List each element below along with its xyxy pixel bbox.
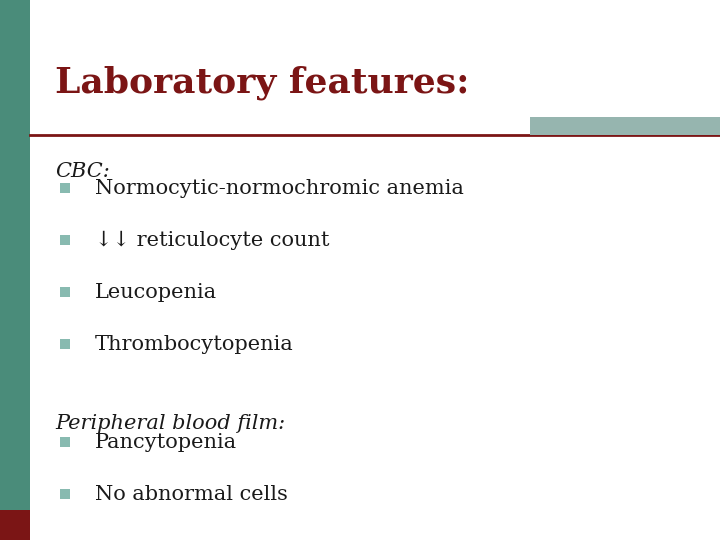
Text: Leucopenia: Leucopenia	[95, 282, 217, 301]
Bar	[60, 339, 70, 349]
Bar	[60, 489, 70, 499]
Text: No abnormal cells: No abnormal cells	[95, 484, 288, 503]
Text: Thrombocytopenia: Thrombocytopenia	[95, 334, 294, 354]
Bar	[60, 287, 70, 297]
Text: Pancytopenia: Pancytopenia	[95, 433, 237, 451]
Bar	[60, 437, 70, 447]
Text: Laboratory features:: Laboratory features:	[55, 65, 469, 99]
Text: CBC:: CBC:	[55, 162, 109, 181]
Text: ↓↓ reticulocyte count: ↓↓ reticulocyte count	[95, 231, 330, 249]
Bar	[60, 235, 70, 245]
Bar	[530, 117, 720, 135]
Bar	[0, 0, 30, 510]
Text: Peripheral blood film:: Peripheral blood film:	[55, 414, 285, 433]
Bar	[60, 183, 70, 193]
Bar	[0, 510, 30, 540]
Text: Normocytic-normochromic anemia: Normocytic-normochromic anemia	[95, 179, 464, 198]
